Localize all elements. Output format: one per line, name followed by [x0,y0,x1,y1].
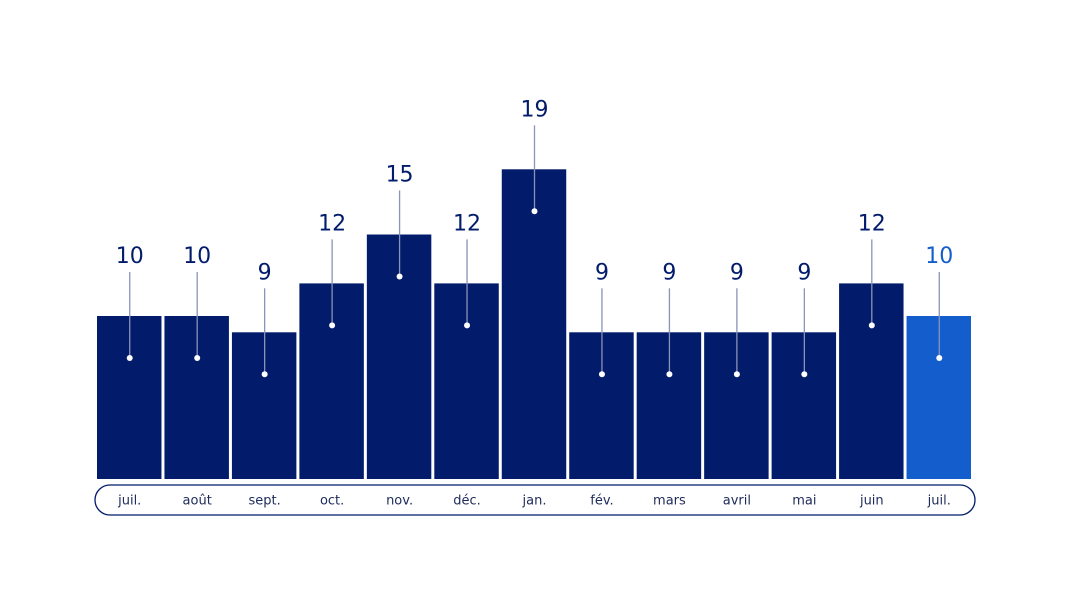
value-label: 9 [730,260,744,285]
leader-dot [598,371,605,378]
value-label: 15 [386,163,414,188]
x-tick-label: juil. [927,494,951,509]
x-tick-label: déc. [453,494,481,509]
value-label: 12 [318,211,346,236]
value-label: 12 [453,211,481,236]
value-label: 9 [662,260,676,285]
value-label: 10 [183,244,211,269]
value-label: 10 [116,244,144,269]
leader-dot [126,355,133,361]
x-tick-label: juin [859,494,884,509]
leader-dot [329,322,336,329]
value-label: 12 [858,211,886,236]
x-tick-label: mai [792,494,816,509]
x-tick-label: oct. [320,494,344,509]
leader-dot [666,371,673,378]
x-tick-label: sept. [249,494,281,509]
x-tick-label: nov. [386,494,413,509]
value-label: 19 [521,97,549,122]
leader-dot [868,322,875,329]
leader-dot [936,355,943,361]
leader-dot [396,273,403,280]
value-label: 10 [925,244,953,269]
value-label: 9 [797,260,811,285]
leader-dot [464,322,471,329]
value-label: 9 [258,260,272,285]
x-tick-label: jan. [522,494,547,509]
leader-dot [801,371,808,378]
x-tick-label: juil. [117,494,141,509]
leader-dot [261,371,268,378]
category-pill [94,484,976,516]
x-tick-label: avril [723,494,751,509]
value-label: 9 [595,260,609,285]
x-tick-label: août [183,494,212,509]
leader-dot [194,355,201,361]
bar [501,169,567,480]
x-tick-label: fév. [590,494,613,509]
leader-dot [733,371,740,378]
leader-dot [531,208,538,215]
x-tick-label: mars [653,494,686,509]
